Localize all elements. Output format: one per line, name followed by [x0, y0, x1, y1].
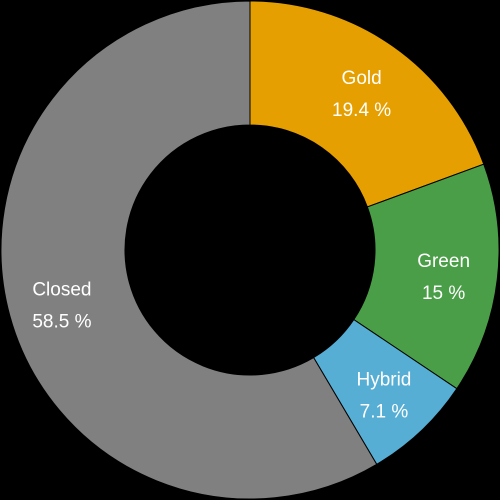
slice-label-green: Green [417, 251, 470, 272]
labels-layer: Gold 19.4 % Green 15 % Hybrid 7.1 % Closed 58.5… [32, 68, 470, 423]
slice-value-gold: 19.4 % [332, 100, 391, 121]
slice-value-hybrid: 7.1 % [360, 402, 409, 423]
slice-value-green: 15 % [422, 283, 465, 304]
slice-label-closed: Closed [32, 279, 91, 300]
slice-label-gold: Gold [342, 68, 382, 89]
slice-green [353, 163, 500, 390]
slice-gold [249, 0, 485, 208]
slice-closed [0, 0, 378, 500]
slice-value-closed: 58.5 % [32, 311, 91, 332]
slice-label-hybrid: Hybrid [356, 370, 411, 391]
